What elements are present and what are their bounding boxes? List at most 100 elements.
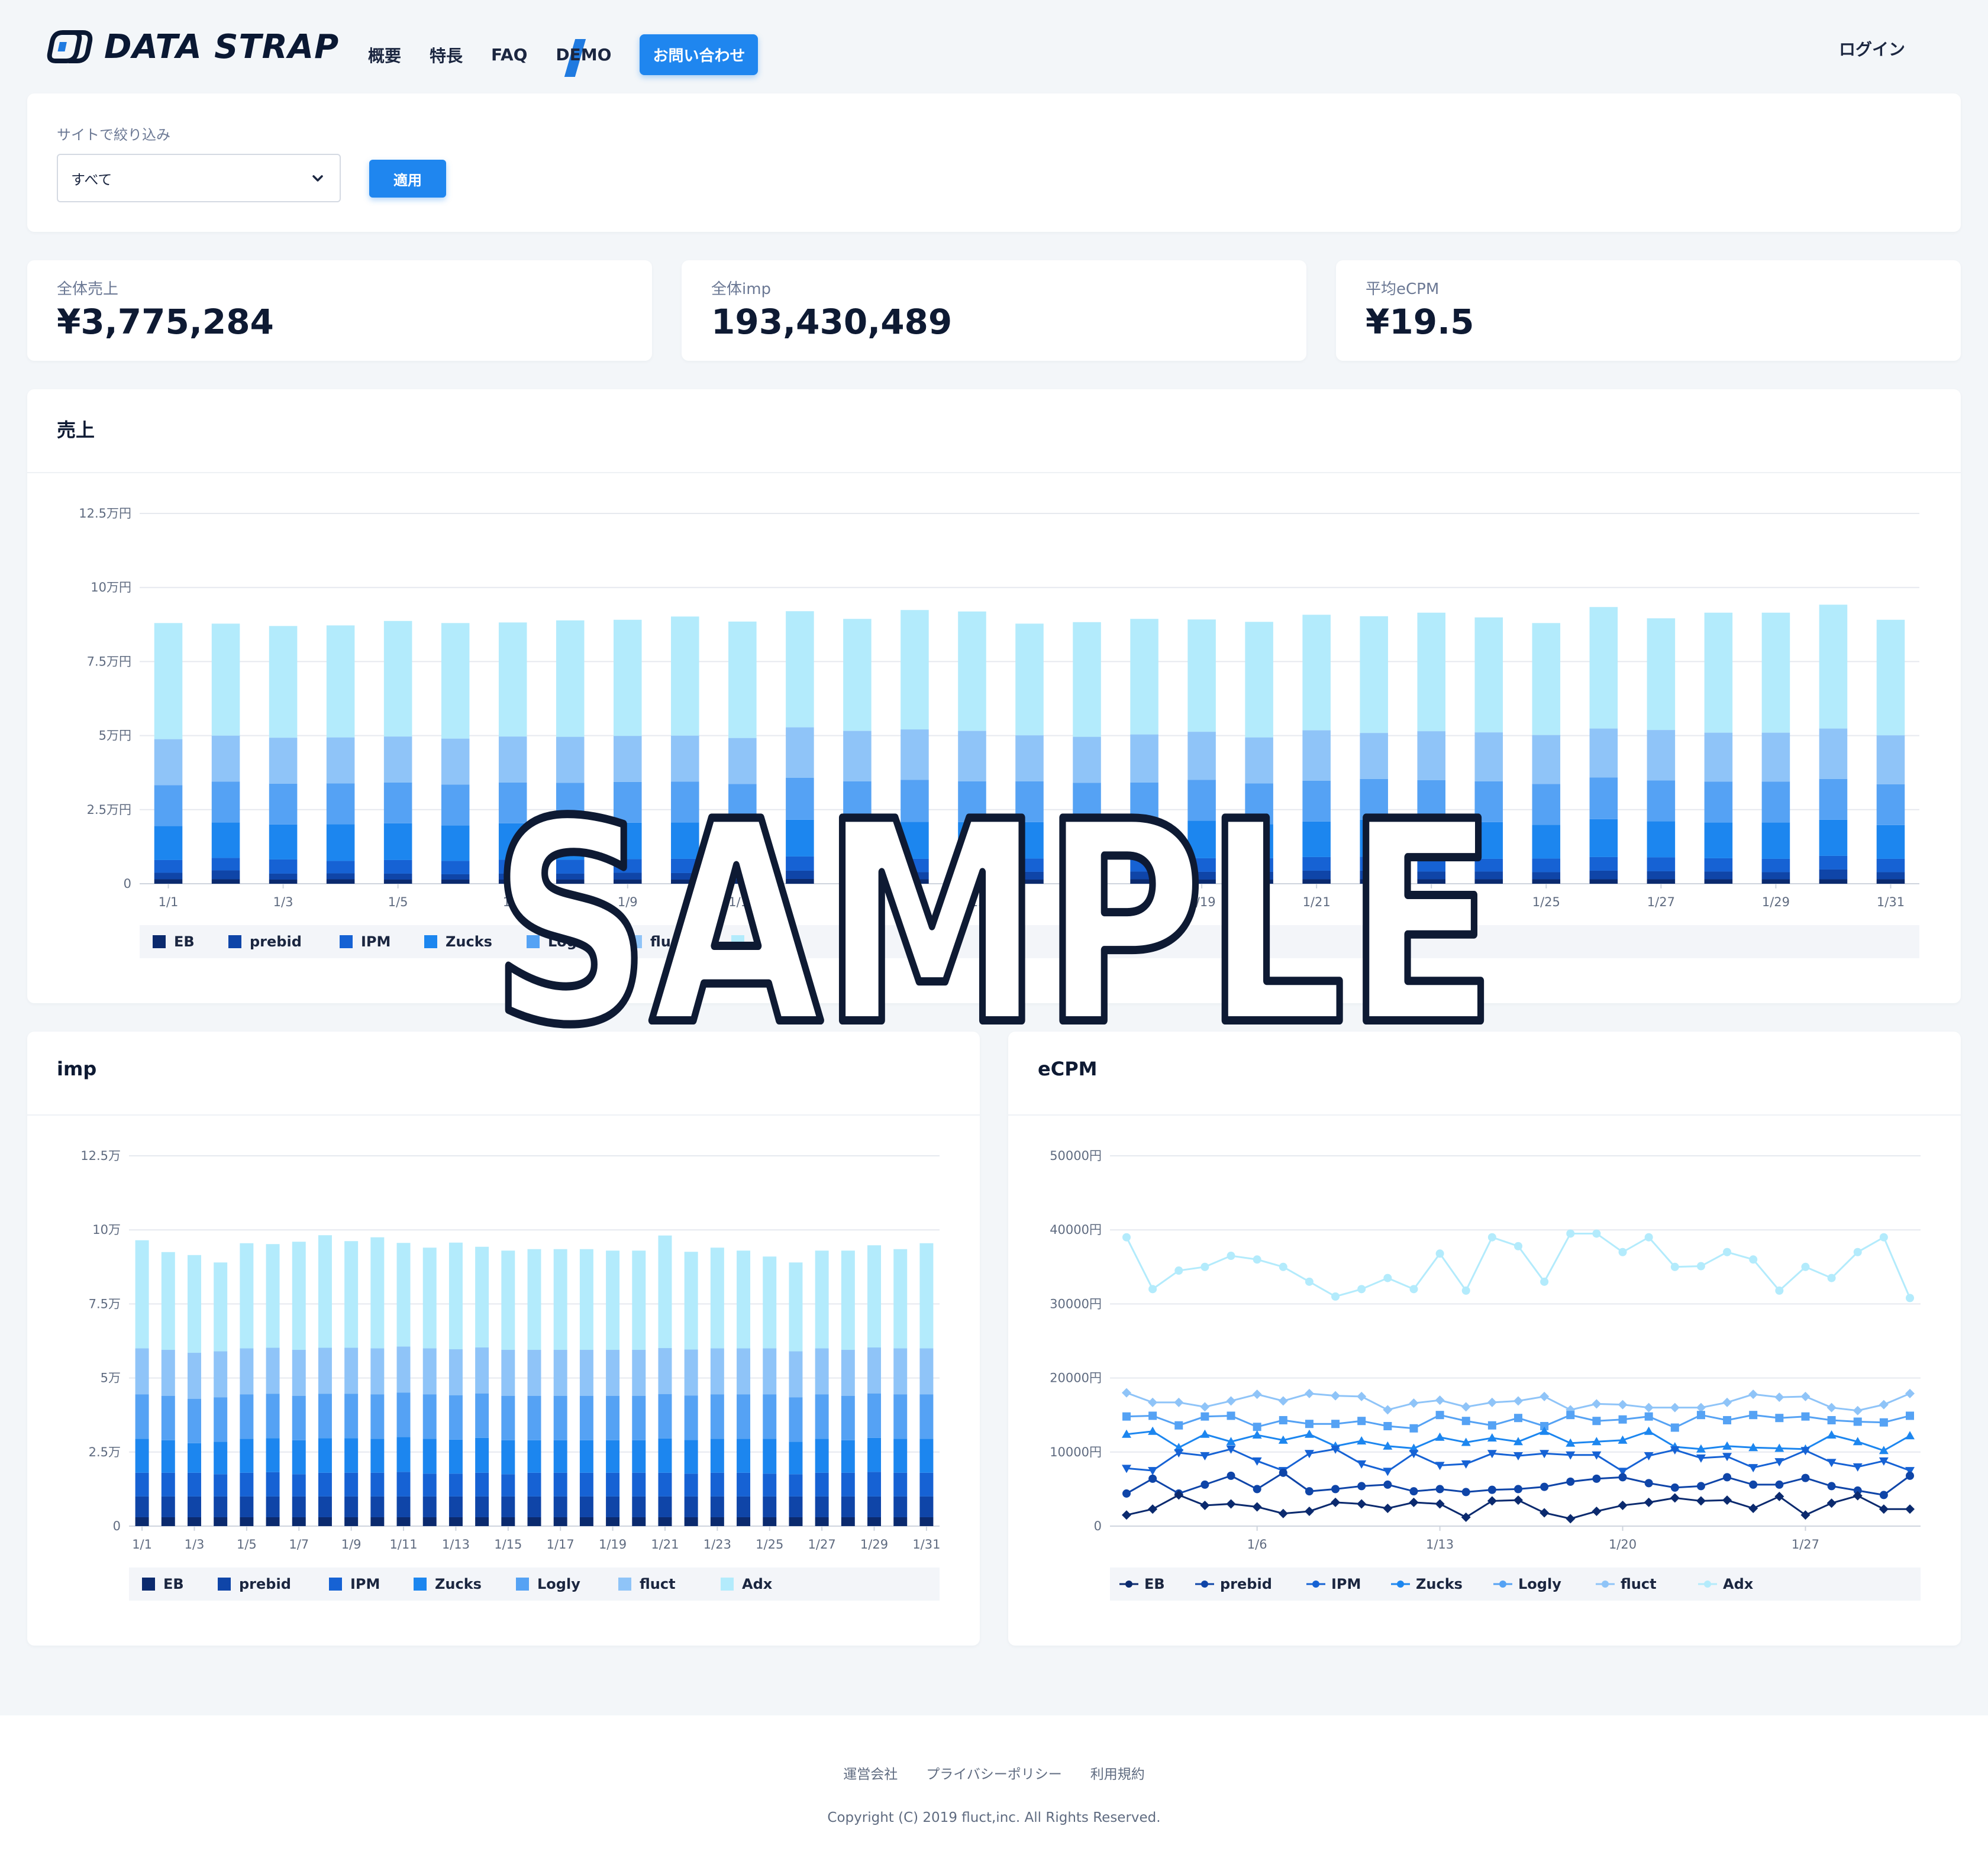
bar-logly[interactable] — [1360, 778, 1388, 820]
bar-fluct[interactable] — [1073, 736, 1101, 783]
point-fluct[interactable] — [1540, 1391, 1550, 1401]
bar-zucks[interactable] — [1130, 823, 1158, 858]
point-logly[interactable] — [1148, 1411, 1157, 1420]
bar-zucks[interactable] — [269, 824, 298, 859]
point-adx[interactable] — [1670, 1262, 1679, 1271]
point-logly[interactable] — [1749, 1411, 1758, 1420]
bar-fluct[interactable] — [1245, 737, 1273, 784]
bar-logly[interactable] — [867, 1393, 882, 1438]
bar-eb[interactable] — [326, 879, 355, 884]
bar-zucks[interactable] — [1245, 824, 1273, 858]
bar-eb[interactable] — [843, 879, 872, 884]
point-eb[interactable] — [1696, 1496, 1706, 1506]
point-ipm[interactable] — [1487, 1450, 1497, 1459]
bar-logly[interactable] — [498, 782, 527, 823]
bar-logly[interactable] — [344, 1394, 359, 1439]
legend-item-prebid[interactable]: prebid — [218, 1576, 291, 1592]
bar-fluct[interactable] — [789, 1351, 803, 1398]
point-eb[interactable] — [1409, 1497, 1419, 1507]
legend-item-adx[interactable]: Adx — [721, 1576, 773, 1592]
bar-eb[interactable] — [958, 879, 986, 884]
legend-item-logly[interactable]: Logly — [527, 933, 591, 950]
bar-ipm[interactable] — [370, 1472, 385, 1497]
point-fluct[interactable] — [1748, 1389, 1758, 1400]
bar-eb[interactable] — [161, 1517, 175, 1526]
bar-prebid[interactable] — [1876, 872, 1905, 880]
point-zucks[interactable] — [1278, 1435, 1288, 1444]
bar-eb[interactable] — [240, 1517, 254, 1526]
bar-prebid[interactable] — [1130, 871, 1158, 880]
bar-ipm[interactable] — [161, 1472, 175, 1497]
bar-zucks[interactable] — [1302, 821, 1331, 857]
bar-eb[interactable] — [893, 1517, 908, 1526]
bar-eb[interactable] — [1876, 879, 1905, 884]
bar-logly[interactable] — [1302, 780, 1331, 822]
point-adx[interactable] — [1435, 1249, 1444, 1258]
bar-zucks[interactable] — [1360, 819, 1388, 857]
bar-logly[interactable] — [292, 1395, 306, 1440]
point-eb[interactable] — [1800, 1510, 1810, 1520]
bar-eb[interactable] — [789, 1517, 803, 1526]
logo[interactable]: DATA STRAP — [45, 26, 339, 67]
bar-logly[interactable] — [1819, 778, 1848, 820]
point-fluct[interactable] — [1409, 1398, 1419, 1408]
point-eb[interactable] — [1252, 1502, 1262, 1512]
point-logly[interactable] — [1801, 1412, 1810, 1421]
bar-prebid[interactable] — [1647, 871, 1676, 880]
bar-adx[interactable] — [1819, 605, 1848, 729]
bar-logly[interactable] — [614, 781, 642, 823]
legend-item-eb[interactable]: EB — [1119, 1576, 1165, 1592]
point-adx[interactable] — [1174, 1266, 1183, 1275]
bar-adx[interactable] — [958, 611, 986, 731]
bar-adx[interactable] — [370, 1237, 385, 1349]
point-adx[interactable] — [1566, 1229, 1575, 1238]
bar-fluct[interactable] — [553, 1350, 567, 1396]
bar-logly[interactable] — [1589, 777, 1618, 819]
bar-fluct[interactable] — [1302, 730, 1331, 781]
bar-fluct[interactable] — [901, 729, 929, 780]
point-fluct[interactable] — [1226, 1396, 1236, 1406]
bar-fluct[interactable] — [1532, 735, 1561, 784]
bar-eb[interactable] — [1187, 879, 1216, 884]
bar-ipm[interactable] — [958, 859, 986, 872]
point-eb[interactable] — [1566, 1514, 1576, 1524]
bar-prebid[interactable] — [867, 1496, 882, 1517]
bar-ipm[interactable] — [671, 858, 699, 873]
nav-link-overview[interactable]: 概要 — [368, 46, 402, 66]
bar-fluct[interactable] — [1474, 732, 1503, 781]
bar-prebid[interactable] — [475, 1496, 489, 1517]
bar-fluct[interactable] — [919, 1348, 934, 1395]
bar-ipm[interactable] — [396, 1472, 411, 1497]
bar-fluct[interactable] — [1876, 735, 1905, 784]
bar-fluct[interactable] — [154, 739, 183, 786]
point-ipm[interactable] — [1461, 1460, 1471, 1469]
point-fluct[interactable] — [1696, 1402, 1706, 1413]
bar-eb[interactable] — [1130, 879, 1158, 884]
bar-zucks[interactable] — [901, 822, 929, 859]
legend-item-prebid[interactable]: prebid — [228, 933, 302, 950]
bar-zucks[interactable] — [789, 1442, 803, 1475]
bar-prebid[interactable] — [1532, 872, 1561, 880]
point-ipm[interactable] — [1800, 1447, 1810, 1456]
bar-ipm[interactable] — [292, 1474, 306, 1497]
point-eb[interactable] — [1148, 1504, 1158, 1514]
footer-link-privacy[interactable]: プライバシーポリシー — [926, 1767, 1062, 1782]
bar-prebid[interactable] — [1245, 871, 1273, 880]
bar-logly[interactable] — [710, 1394, 724, 1439]
point-eb[interactable] — [1774, 1491, 1784, 1501]
bar-logly[interactable] — [448, 1395, 463, 1440]
bar-logly[interactable] — [1876, 784, 1905, 825]
bar-zucks[interactable] — [815, 1439, 829, 1473]
bar-logly[interactable] — [1015, 781, 1044, 822]
point-adx[interactable] — [1723, 1248, 1732, 1256]
bar-prebid[interactable] — [815, 1496, 829, 1517]
bar-prebid[interactable] — [498, 873, 527, 880]
bar-fluct[interactable] — [1704, 732, 1733, 782]
bar-ipm[interactable] — [240, 1472, 254, 1497]
legend-item-logly[interactable]: Logly — [516, 1576, 580, 1592]
bar-fluct[interactable] — [498, 736, 527, 783]
bar-logly[interactable] — [240, 1394, 254, 1439]
bar-eb[interactable] — [632, 1517, 646, 1526]
point-prebid[interactable] — [1461, 1488, 1470, 1497]
bar-ipm[interactable] — [553, 1472, 567, 1497]
